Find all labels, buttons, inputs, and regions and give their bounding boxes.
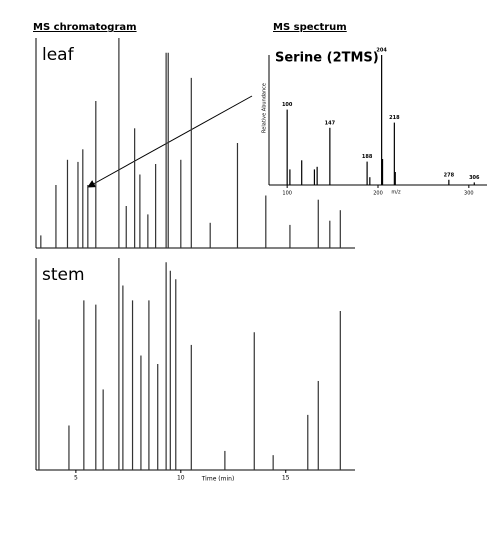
peak-label: 278 — [444, 172, 455, 178]
panel-label: leaf — [42, 45, 75, 65]
y-axis-label: Relative Abundance — [262, 83, 268, 133]
peak-label: 306 — [469, 175, 480, 181]
x-tick-label: 15 — [282, 475, 290, 482]
x-tick-label: 100 — [282, 191, 292, 197]
x-axis-label: Time (min) — [201, 476, 235, 483]
peak-label: 218 — [389, 115, 400, 121]
peak-label: 100 — [282, 102, 293, 108]
spectrum-title: MS spectrum — [273, 22, 347, 33]
x-tick-label: 5 — [74, 475, 78, 482]
compound-name: Serine (2TMS) — [275, 51, 379, 66]
x-tick-label: 300 — [464, 191, 474, 197]
x-axis-label: m/z — [391, 190, 401, 196]
x-tick-label: 200 — [373, 191, 383, 197]
chromatogram-title: MS chromatogram — [33, 22, 137, 33]
panel-label: stem — [42, 265, 85, 285]
arrow — [87, 95, 253, 188]
peak-label: 188 — [362, 154, 373, 160]
peak-label: 204 — [376, 48, 387, 54]
peak-label: 147 — [325, 120, 336, 126]
x-tick-label: 10 — [177, 475, 185, 482]
